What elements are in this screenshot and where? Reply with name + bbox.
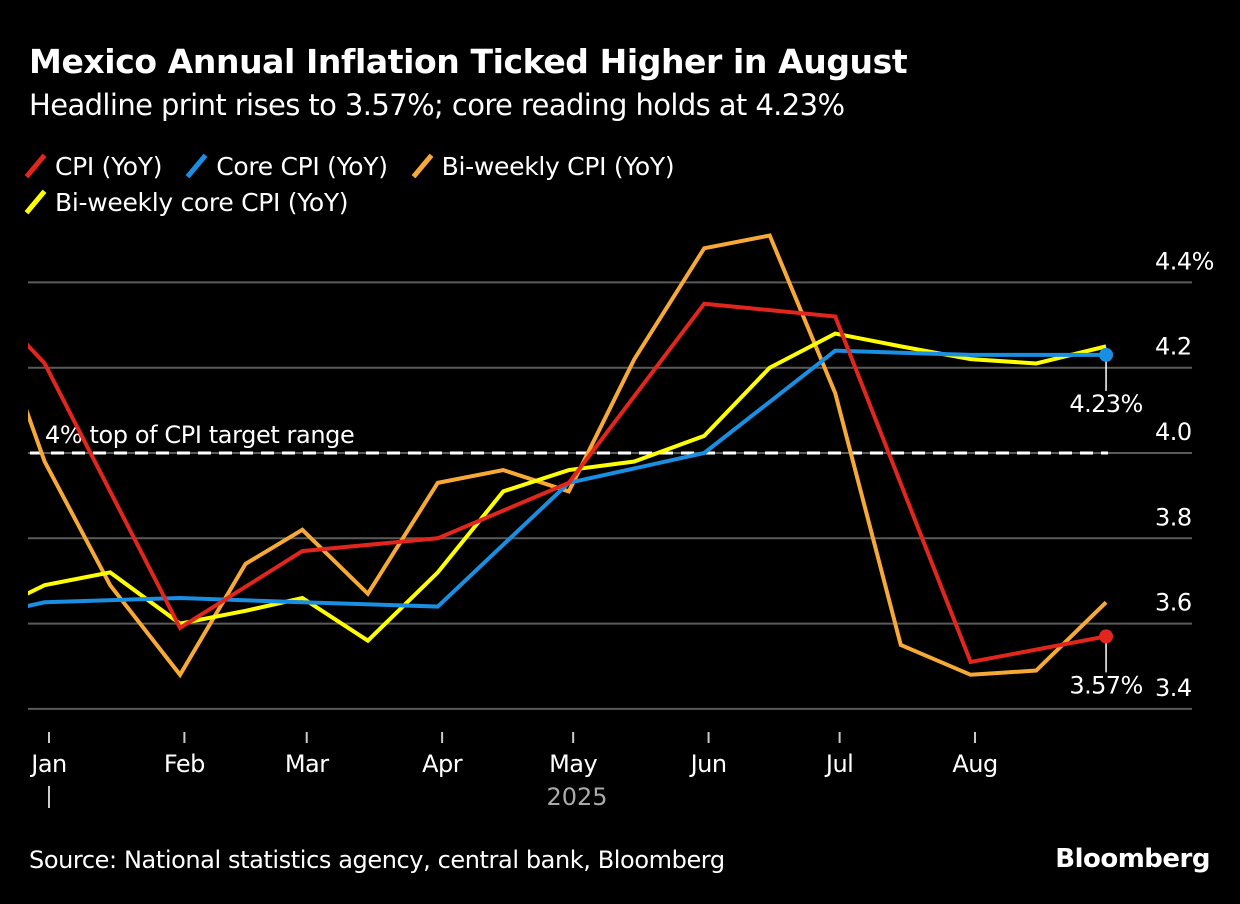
x-tick-label: Aug xyxy=(952,750,997,778)
legend-item-biweekly: Bi-weekly CPI (YoY) xyxy=(416,152,675,181)
end-label-core: 4.23% xyxy=(1069,390,1142,418)
x-tick-label: Jul xyxy=(824,750,853,778)
legend-item-cpi: CPI (YoY) xyxy=(29,152,162,181)
x-year-label: 2025 xyxy=(546,783,607,811)
end-label-cpi: 3.57% xyxy=(1069,671,1142,699)
legend-label-biweekly-core: Bi-weekly core CPI (YoY) xyxy=(55,187,349,217)
legend-label-biweekly: Bi-weekly CPI (YoY) xyxy=(441,151,675,181)
legend: CPI (YoY) Core CPI (YoY) Bi-weekly CPI (… xyxy=(29,148,1029,220)
chart-title: Mexico Annual Inflation Ticked Higher in… xyxy=(29,42,908,81)
legend-label-cpi: CPI (YoY) xyxy=(55,151,163,181)
y-tick-label: 3.4 xyxy=(1155,674,1192,702)
series-line-biweekly_core xyxy=(28,331,1107,644)
chart-subtitle: Headline print rises to 3.57%; core read… xyxy=(29,88,845,122)
legend-item-biweekly-core: Bi-weekly core CPI (YoY) xyxy=(29,187,349,217)
end-annotations: 4.23% 3.57% xyxy=(1069,347,1143,699)
x-tick-label: Apr xyxy=(422,750,463,778)
y-tick-label: 4.0 xyxy=(1155,418,1192,446)
series-line-cpi xyxy=(28,301,1107,665)
target-reference-label: 4% top of CPI target range xyxy=(45,421,354,449)
legend-item-core: Core CPI (YoY) xyxy=(190,151,388,181)
end-marker-core xyxy=(1099,347,1114,362)
legend-label-core: Core CPI (YoY) xyxy=(216,151,388,181)
y-tick-label: 3.6 xyxy=(1155,589,1192,617)
x-tick-label: Feb xyxy=(164,750,205,778)
x-tick-label: Jun xyxy=(689,750,727,778)
series-lines xyxy=(28,233,1108,679)
y-tick-label: 4.2 xyxy=(1155,333,1192,361)
bloomberg-logo: Bloomberg xyxy=(1055,844,1210,874)
gridlines xyxy=(28,281,1192,710)
y-axis-labels: 3.4 3.6 3.8 4.0 4.2 4.4% xyxy=(1155,247,1214,702)
x-tick-label: Mar xyxy=(285,750,329,778)
y-tick-label: 4.4% xyxy=(1155,247,1214,275)
x-tick-label: Jan xyxy=(29,750,67,778)
series-line-biweekly xyxy=(28,233,1108,679)
end-marker-cpi xyxy=(1099,629,1114,644)
series-line-core xyxy=(28,348,1107,609)
y-tick-label: 3.8 xyxy=(1155,503,1192,531)
x-tick-label: May xyxy=(549,750,597,778)
x-axis: Jan Feb Mar Apr May Jun Jul Aug 2025 xyxy=(29,732,998,811)
source-note: Source: National statistics agency, cent… xyxy=(29,846,725,874)
